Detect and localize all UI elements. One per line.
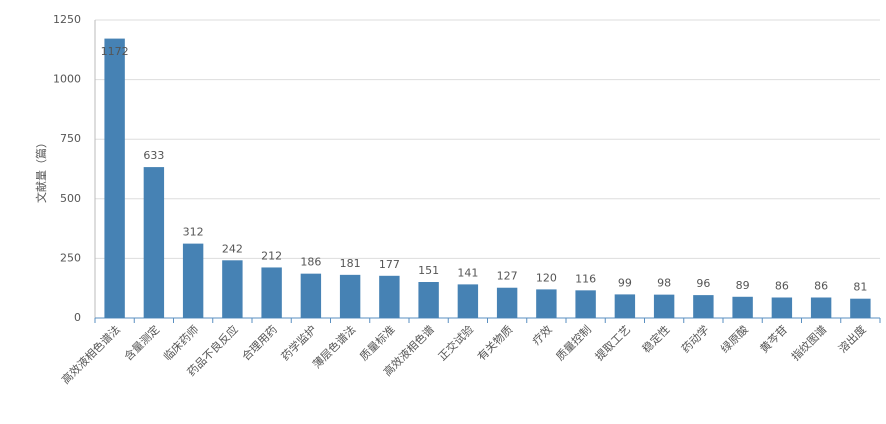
value-label: 177: [379, 258, 400, 271]
x-tick-label: 含量测定: [121, 322, 162, 363]
y-tick-label: 1000: [53, 73, 81, 86]
bar: [261, 267, 282, 318]
x-tick-label: 疗效: [529, 322, 554, 347]
value-label: 127: [497, 270, 518, 283]
x-tick-label: 正交试验: [435, 322, 476, 363]
x-tick-label: 溶出度: [835, 322, 868, 355]
value-label: 242: [222, 242, 243, 255]
bar: [496, 287, 518, 318]
bar: [732, 296, 753, 318]
x-tick-label: 质量标准: [357, 322, 398, 363]
value-label: 86: [814, 279, 828, 292]
bar: [810, 297, 832, 318]
bar: [575, 290, 596, 318]
y-axis-label: 文献量（篇）: [34, 137, 48, 203]
x-tick-label: 高效液相色谱法: [59, 322, 123, 386]
value-label: 86: [775, 279, 789, 292]
x-tick-label: 临床药师: [160, 322, 201, 363]
bar: [457, 284, 479, 318]
x-tick-label: 薄层色谱法: [310, 322, 359, 371]
x-tick-label: 药学监护: [278, 322, 319, 363]
x-tick-label: 指纹图谱: [788, 322, 829, 363]
x-tick-label: 绿原酸: [718, 322, 751, 355]
value-label: 633: [143, 149, 164, 162]
value-label: 181: [340, 257, 361, 270]
bar: [222, 260, 243, 318]
value-label: 141: [457, 266, 478, 279]
value-label: 1172: [101, 45, 129, 58]
bar: [182, 243, 204, 318]
bar: [339, 274, 361, 318]
x-tick-label: 质量控制: [553, 322, 594, 363]
x-tick-label: 有关物质: [474, 322, 515, 363]
value-label: 116: [575, 272, 596, 285]
bar: [143, 167, 165, 318]
bar: [850, 298, 871, 318]
value-label: 186: [300, 256, 321, 269]
value-label: 89: [736, 279, 750, 292]
y-tick-label: 1250: [53, 13, 81, 26]
y-tick-label: 250: [60, 251, 81, 264]
bar: [653, 294, 675, 318]
y-tick-label: 500: [60, 192, 81, 205]
bar: [418, 282, 439, 318]
bar: [693, 295, 714, 318]
value-label: 98: [657, 277, 671, 290]
x-tick-label: 提取工艺: [593, 323, 633, 363]
value-label: 151: [418, 264, 439, 277]
value-label: 212: [261, 249, 282, 262]
bar: [104, 38, 125, 318]
bar: [771, 297, 793, 318]
y-tick-label: 750: [60, 132, 81, 145]
x-tick-label: 药动学: [678, 322, 711, 355]
x-tick-label: 黄芩苷: [757, 322, 790, 355]
bar: [379, 275, 400, 318]
bar: [536, 289, 557, 318]
value-label: 312: [183, 226, 204, 239]
x-tick-label: 稳定性: [639, 322, 672, 355]
value-label: 120: [536, 271, 557, 284]
bar: [300, 273, 322, 318]
value-label: 81: [853, 281, 867, 294]
value-label: 96: [696, 277, 710, 290]
bar: [614, 294, 636, 318]
y-tick-label: 0: [74, 311, 81, 324]
x-tick-label: 合理用药: [239, 322, 280, 363]
value-label: 99: [618, 276, 632, 289]
